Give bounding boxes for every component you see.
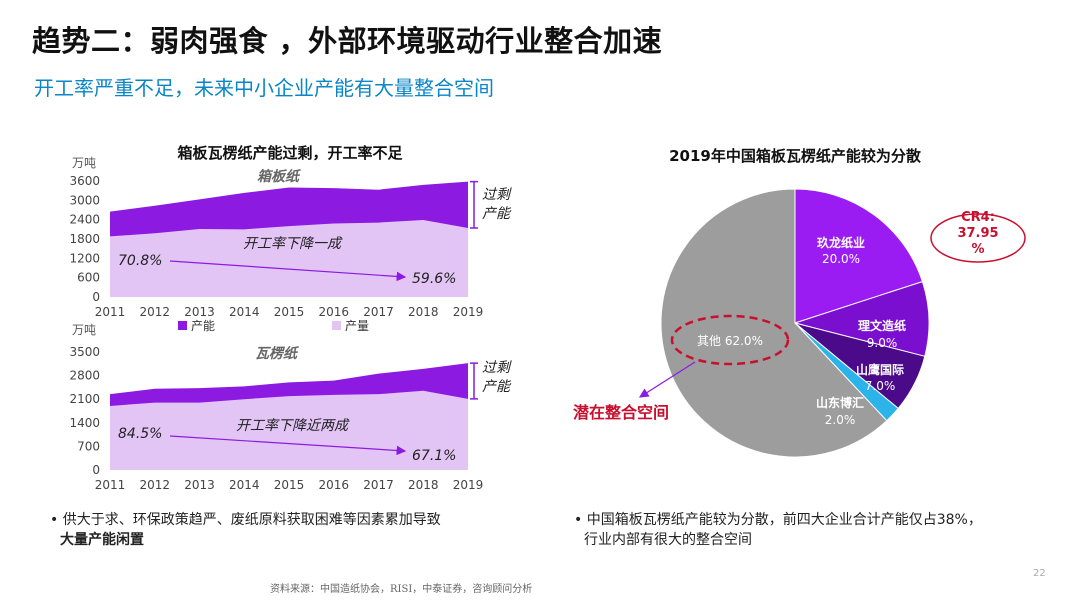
right-bullet-line1: • 中国箱板瓦楞纸产能较为分散，前四大企业合计产能仅占38%，	[574, 512, 982, 528]
potential-integration-label: 潜在整合空间	[573, 403, 669, 422]
chart-corrugated: 万吨 瓦楞纸 3500 2800 2100 1400 700 0 2011 2012 2013…	[69, 323, 512, 492]
c2-xtick-label: 2014	[229, 478, 260, 492]
c2-ytick-label: 1400	[69, 416, 100, 430]
c2-xtick-label: 2011	[95, 478, 126, 492]
page-title: 趋势二：弱肉强食 ，外部环境驱动行业整合加速	[32, 24, 663, 58]
chart1-excess-bracket	[470, 180, 478, 229]
legend-output-swatch	[332, 321, 341, 330]
c1-xtick-label: 2017	[363, 305, 394, 319]
cr4-label-line: 37.95	[957, 226, 998, 241]
source-note: 资料来源：中国造纸协会，RISI，中泰证券，咨询顾问分析	[270, 584, 533, 595]
chart1-trend-arrow	[169, 260, 407, 282]
c1-xtick-label: 2014	[229, 305, 260, 319]
left-bullet-line2: 大量产能闲置	[60, 532, 144, 548]
c1-ytick-label: 2400	[69, 213, 100, 227]
chart1-title: 箱板瓦楞纸产能过剩，开工率不足	[177, 144, 403, 162]
c2-xtick-label: 2019	[453, 478, 484, 492]
chart1-trend-text: 开工率下降一成	[243, 236, 343, 252]
chart2-start-rate: 84.5%	[118, 426, 162, 442]
c1-ytick-label: 1800	[69, 232, 100, 246]
left-bullet: • 供大于求、环保政策趋严、废纸原料获取困难等因素累加导致 大量产能闲置	[50, 510, 441, 550]
c1-xtick-label: 2018	[408, 305, 439, 319]
pie-slice-shandong-bohui-name: 山东博汇	[816, 395, 864, 410]
page-number: 22	[1033, 568, 1046, 579]
c1-xtick-label: 2011	[95, 305, 126, 319]
c2-ytick-label: 0	[92, 463, 100, 477]
cr4-label: CR4:37.95%	[957, 210, 998, 257]
chart2-end-rate: 67.1%	[412, 448, 456, 464]
pie-slice-nine-dragons-value: 20.0%	[822, 252, 860, 266]
c2-xtick-label: 2013	[184, 478, 215, 492]
pie-slice-nine-dragons-name: 玖龙纸业	[817, 235, 865, 250]
c1-ytick-label: 600	[77, 271, 100, 285]
chart1-excess-label-line1: 过剩	[482, 187, 512, 203]
chart2-y-ticks: 3500 2800 2100 1400 700 0	[69, 345, 100, 477]
chart1-y-ticks: 3600 3000 2400 1800 1200 600 0	[69, 174, 100, 304]
chart1-excess-label-line2: 产能	[482, 206, 512, 222]
pie-label-others: 其他 62.0%	[697, 334, 763, 348]
pie-slice-shanying-value: 7.0%	[865, 379, 896, 393]
c1-xtick-label: 2012	[139, 305, 170, 319]
chart2-excess-bracket	[470, 362, 478, 400]
right-bullet: • 中国箱板瓦楞纸产能较为分散，前四大企业合计产能仅占38%， 行业内部有很大的…	[574, 510, 982, 550]
c1-ytick-label: 1200	[69, 251, 100, 265]
chart1-start-rate: 70.8%	[118, 253, 162, 269]
c2-ytick-label: 700	[77, 439, 100, 453]
c1-ytick-label: 3000	[69, 193, 100, 207]
c1-xtick-label: 2013	[184, 305, 215, 319]
chart2-x-ticks: 2011 2012 2013 2014 2015 2016 2017 2018 2019	[95, 478, 484, 492]
pie-slice-others	[660, 188, 888, 458]
c1-xtick-label: 2015	[274, 305, 305, 319]
pie-labels: 玖龙纸业 20.0% 理文造纸 9.0% 山鹰国际 7.0%山东博汇 2.0% 其他 62.0…	[697, 235, 906, 427]
cr4-oval	[930, 213, 1026, 263]
c2-xtick-label: 2015	[274, 478, 305, 492]
c2-xtick-label: 2017	[363, 478, 394, 492]
legend-capacity-swatch	[178, 321, 187, 330]
chart-containerboard: 箱板瓦楞纸产能过剩，开工率不足 万吨 箱板纸 3600 3000 2400 1800 1…	[69, 144, 512, 333]
legend-capacity-label: 产能	[191, 319, 215, 333]
right-bullet-line2: 行业内部有很大的整合空间	[584, 532, 752, 548]
others-dashed-oval	[670, 314, 790, 366]
c2-ytick-label: 2100	[69, 392, 100, 406]
chart2-excess-label-line1: 过剩	[482, 360, 512, 376]
pie-slice-lee-man-value: 9.0%	[867, 336, 898, 350]
c1-xtick-label: 2019	[453, 305, 484, 319]
c2-xtick-label: 2018	[408, 478, 439, 492]
cr4-label-line: %	[971, 242, 984, 257]
c1-xtick-label: 2016	[318, 305, 349, 319]
potential-arrow	[638, 361, 696, 398]
chart1-output-area	[110, 219, 468, 297]
chart2-series-label: 瓦楞纸	[255, 345, 300, 362]
left-bullet-line1: • 供大于求、环保政策趋严、废纸原料获取困难等因素累加导致	[50, 512, 441, 528]
c2-xtick-label: 2012	[139, 478, 170, 492]
chart1-x-ticks: 2011 2012 2013 2014 2015 2016 2017 2018 2019	[95, 305, 484, 319]
legend-output-label: 产量	[345, 319, 369, 333]
chart1-series-label: 箱板纸	[257, 168, 302, 185]
chart2-y-unit: 万吨	[72, 323, 96, 337]
c2-ytick-label: 2800	[69, 369, 100, 383]
pie-slice-lee-man-name: 理文造纸	[858, 318, 906, 333]
pie-title: 2019年中国箱板瓦楞纸产能较为分散	[669, 147, 922, 165]
pie-slice-shanying-name: 山鹰国际	[856, 362, 904, 377]
cr4-label-line: CR4:	[961, 210, 995, 225]
chart-capacity-share-pie: 2019年中国箱板瓦楞纸产能较为分散 玖龙纸业 20.0% 理文造纸 9.0% 山鹰国际…	[573, 147, 1026, 458]
pie-slices	[660, 188, 930, 458]
page-subtitle: 开工率严重不足，未来中小企业产能有大量整合空间	[34, 76, 494, 100]
chart2-output-area	[110, 390, 468, 470]
c2-xtick-label: 2016	[318, 478, 349, 492]
chart1-end-rate: 59.6%	[412, 271, 456, 287]
c1-ytick-label: 3600	[69, 174, 100, 188]
pie-slice-nine-dragons	[794, 188, 924, 324]
pie-slice-shandong-bohui-value: 2.0%	[825, 413, 856, 427]
chart1-y-unit: 万吨	[72, 156, 96, 170]
chart2-trend-arrow	[169, 435, 407, 456]
chart2-excess-label-line2: 产能	[482, 379, 512, 395]
c2-ytick-label: 3500	[69, 345, 100, 359]
c1-ytick-label: 0	[92, 290, 100, 304]
chart2-trend-text: 开工率下降近两成	[236, 418, 350, 434]
